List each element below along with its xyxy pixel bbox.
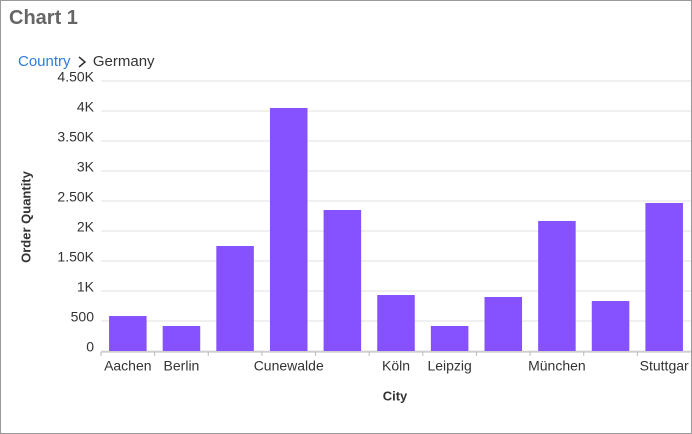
x-tick-label: Cunewalde	[254, 358, 324, 374]
y-tick-label: 500	[71, 309, 95, 325]
bar	[645, 202, 683, 351]
y-tick-label: 3.50K	[57, 129, 94, 145]
breadcrumb-current: Germany	[92, 53, 155, 70]
y-tick-label: 4.50K	[57, 69, 94, 85]
y-tick-label: 2.50K	[57, 189, 94, 205]
bar	[591, 301, 630, 351]
bar	[109, 316, 147, 351]
y-tick-label: 4K	[77, 99, 95, 115]
breadcrumb-link[interactable]: Country	[18, 53, 71, 70]
x-tick-label: Köln	[382, 358, 410, 374]
x-tick-label: Berlin	[164, 358, 200, 374]
x-tick-label: Stuttgar	[640, 358, 689, 374]
bar	[269, 108, 308, 351]
x-tick-label: Leipzig	[427, 358, 471, 374]
y-axis-title: Order Quantity	[18, 170, 33, 263]
bar	[377, 295, 415, 351]
bar	[430, 325, 469, 351]
y-tick-label: 0	[86, 339, 94, 355]
x-tick-label: Aachen	[104, 358, 151, 374]
y-tick-label: 1.50K	[57, 249, 94, 265]
x-tick-label: München	[528, 358, 586, 374]
breadcrumb: Country Germany	[18, 53, 155, 70]
x-axis-title: City	[383, 388, 408, 403]
bar	[323, 210, 362, 351]
chevron	[78, 56, 86, 68]
bar	[484, 297, 523, 351]
y-tick-label: 3K	[77, 159, 95, 175]
bar	[538, 220, 576, 351]
bar	[162, 325, 201, 351]
y-tick-label: 1K	[77, 279, 95, 295]
bar	[216, 246, 254, 351]
widget-title: Chart 1	[9, 7, 78, 29]
y-tick-label: 2K	[77, 219, 95, 235]
